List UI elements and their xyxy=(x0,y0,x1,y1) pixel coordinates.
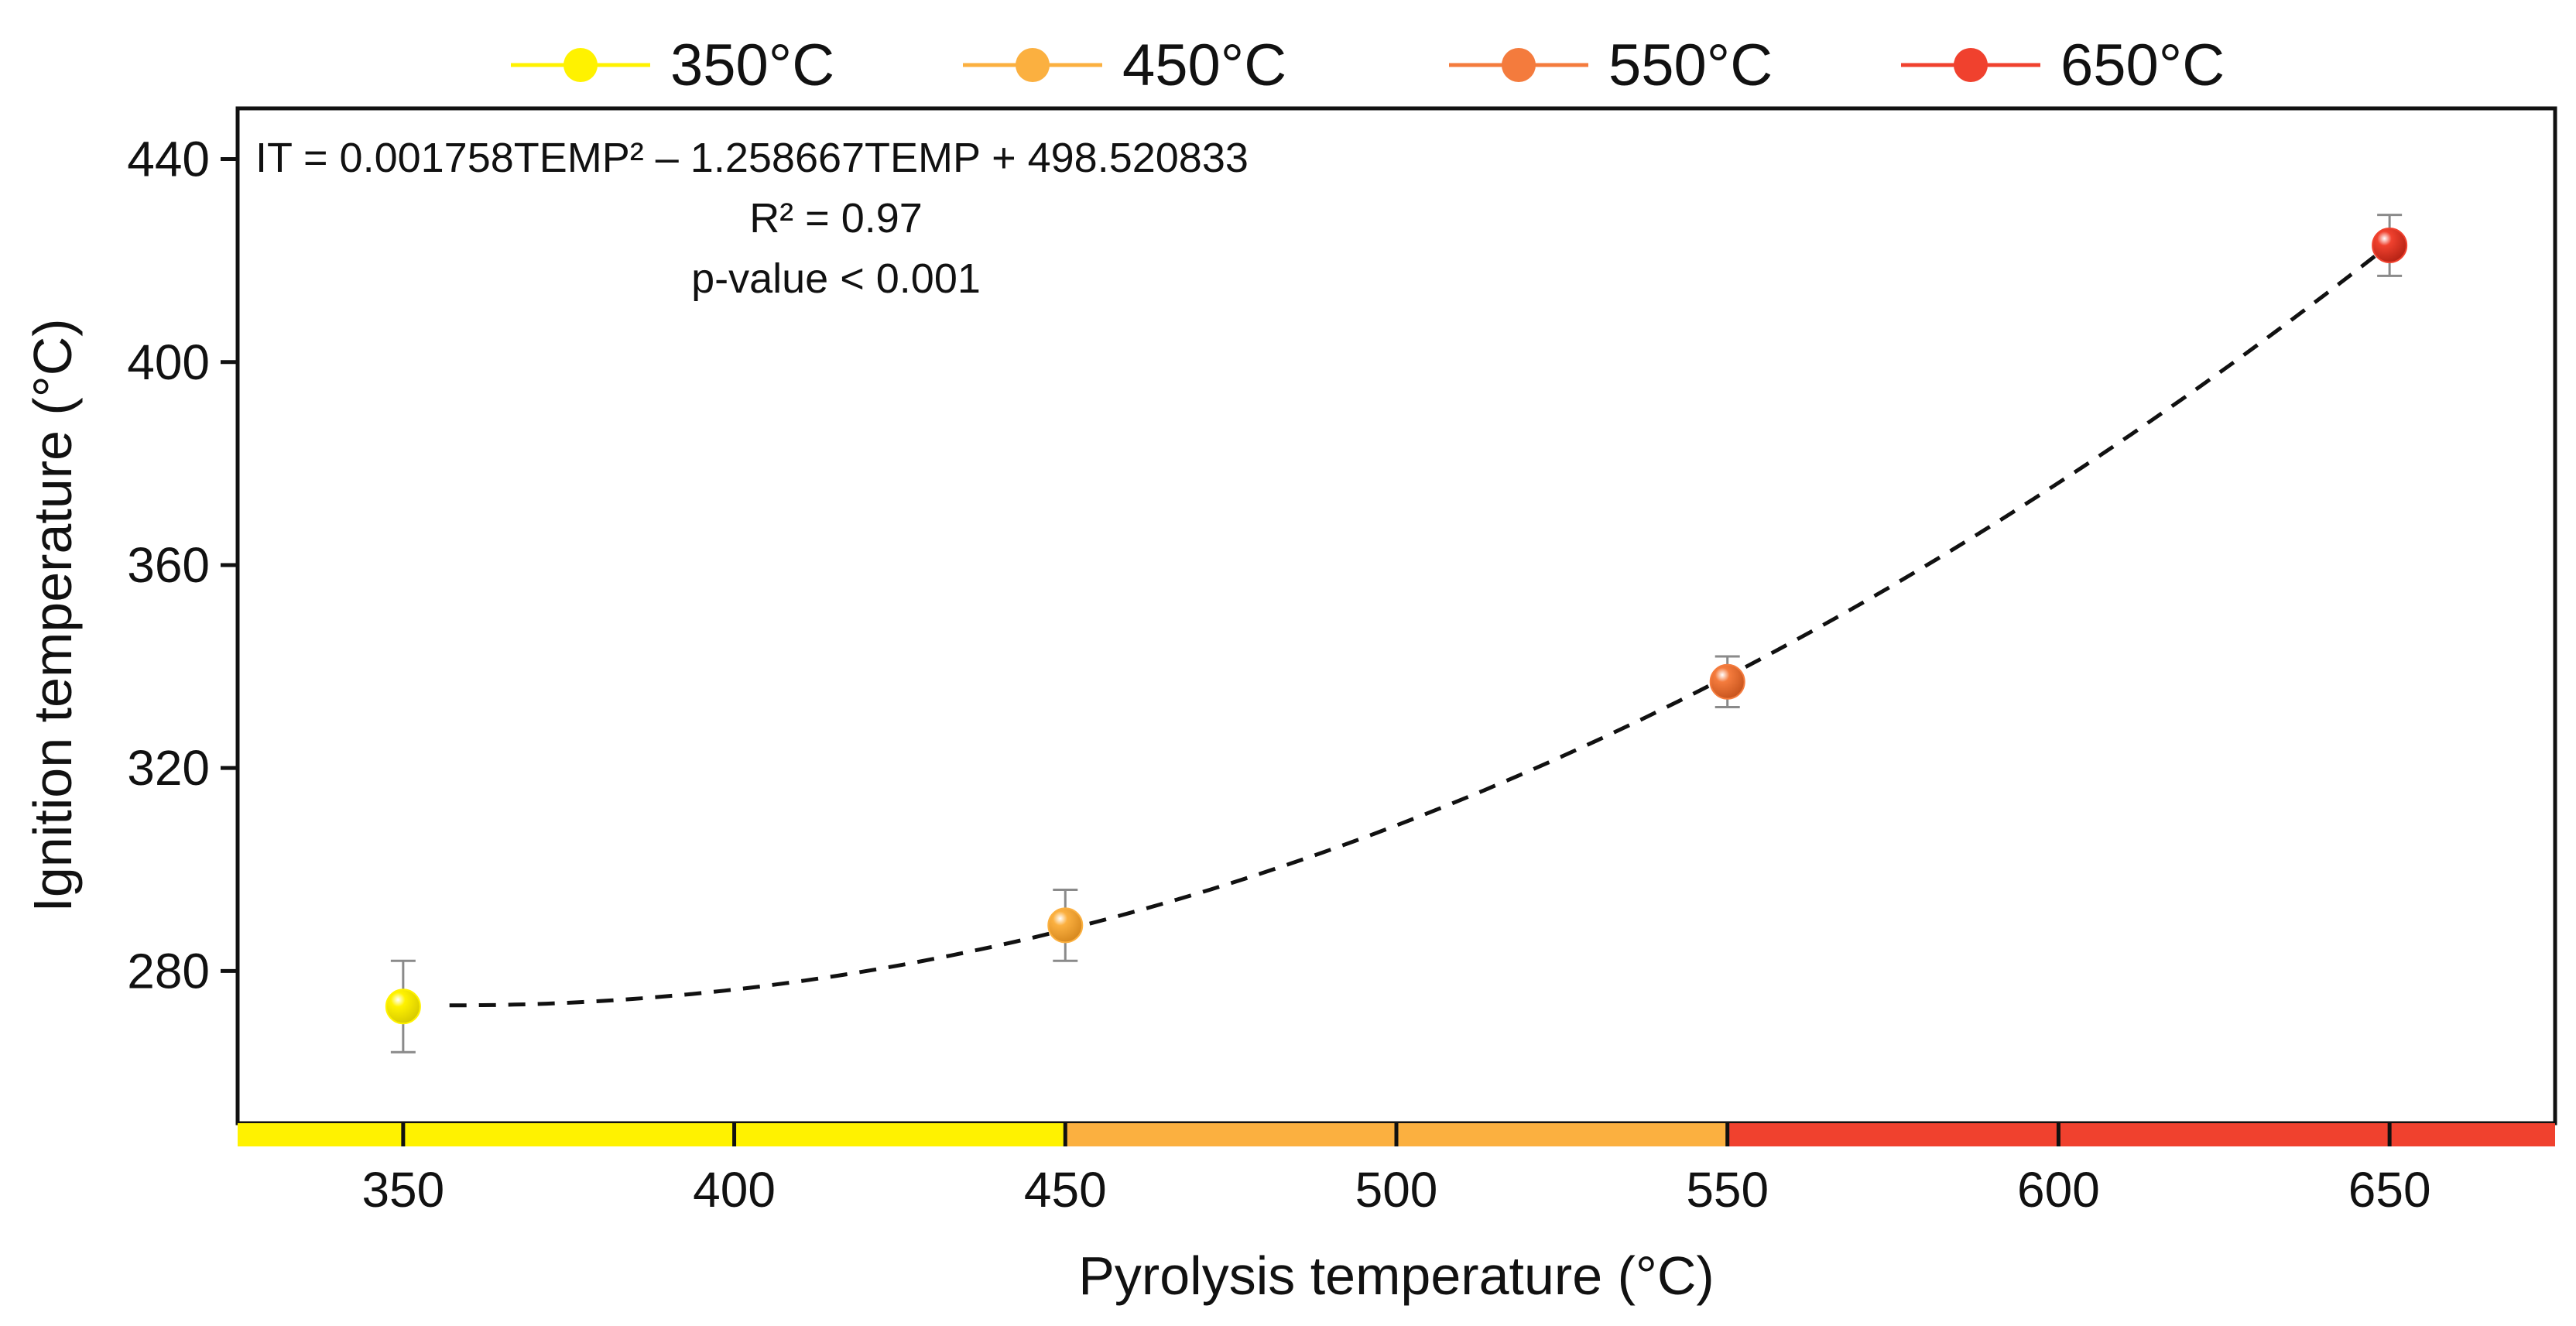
x-tick-label-350: 350 xyxy=(361,1162,444,1218)
legend-label-650: 650°C xyxy=(2060,33,2225,98)
x-axis: 350 400 450 500 550 600 650 xyxy=(361,1123,2431,1218)
legend-label-550: 550°C xyxy=(1608,33,1773,98)
legend-marker-450 xyxy=(1016,48,1050,82)
fit-p-value: p-value < 0.001 xyxy=(691,255,981,302)
point-group-350 xyxy=(385,959,421,1054)
data-point-450 xyxy=(1047,907,1084,944)
data-point-650 xyxy=(2372,227,2408,263)
data-point-350 xyxy=(385,989,421,1025)
x-tick-label-650: 650 xyxy=(2348,1162,2431,1218)
y-axis: 280 320 360 400 440 xyxy=(127,132,238,999)
plot-frame xyxy=(235,106,2557,1126)
point-group-650 xyxy=(2372,214,2408,277)
legend-marker-650 xyxy=(1954,48,1988,82)
y-tick-label-320: 320 xyxy=(127,740,210,796)
color-band-0 xyxy=(238,1123,1066,1146)
fit-curve xyxy=(449,243,2391,1008)
fit-curve-layer xyxy=(449,243,2391,1008)
legend-item-350: 350°C xyxy=(511,33,834,98)
y-tick-label-400: 400 xyxy=(127,334,210,390)
x-tick-label-600: 600 xyxy=(2017,1162,2100,1218)
data-point-550 xyxy=(1709,663,1745,700)
legend-marker-350 xyxy=(564,48,598,82)
legend-marker-550 xyxy=(1502,48,1536,82)
legend-label-450: 450°C xyxy=(1122,33,1286,98)
fit-r-squared: R² = 0.97 xyxy=(749,195,923,242)
x-axis-title: Pyrolysis temperature (°C) xyxy=(1078,1245,1714,1306)
x-tick-label-550: 550 xyxy=(1686,1162,1769,1218)
x-tick-label-500: 500 xyxy=(1355,1162,1438,1218)
color-band-2 xyxy=(1727,1123,2555,1146)
legend-item-550: 550°C xyxy=(1449,33,1773,98)
point-group-550 xyxy=(1709,655,1745,708)
color-bands xyxy=(238,1123,2555,1146)
legend: 350°C 450°C 550°C 650°C xyxy=(511,33,2225,98)
fit-equation: IT = 0.001758TEMP² – 1.258667TEMP + 498.… xyxy=(255,135,1249,181)
legend-item-650: 650°C xyxy=(1901,33,2225,98)
y-axis-title: Ignition temperature (°C) xyxy=(22,318,83,912)
y-tick-label-440: 440 xyxy=(127,132,210,187)
y-tick-label-280: 280 xyxy=(127,943,210,999)
x-tick-label-450: 450 xyxy=(1024,1162,1107,1218)
y-tick-label-360: 360 xyxy=(127,537,210,593)
data-points xyxy=(385,214,2408,1054)
legend-label-350: 350°C xyxy=(670,33,834,98)
legend-item-450: 450°C xyxy=(963,33,1286,98)
x-tick-label-400: 400 xyxy=(693,1162,776,1218)
point-group-450 xyxy=(1047,888,1084,962)
fit-annotation: IT = 0.001758TEMP² – 1.258667TEMP + 498.… xyxy=(255,135,1249,302)
